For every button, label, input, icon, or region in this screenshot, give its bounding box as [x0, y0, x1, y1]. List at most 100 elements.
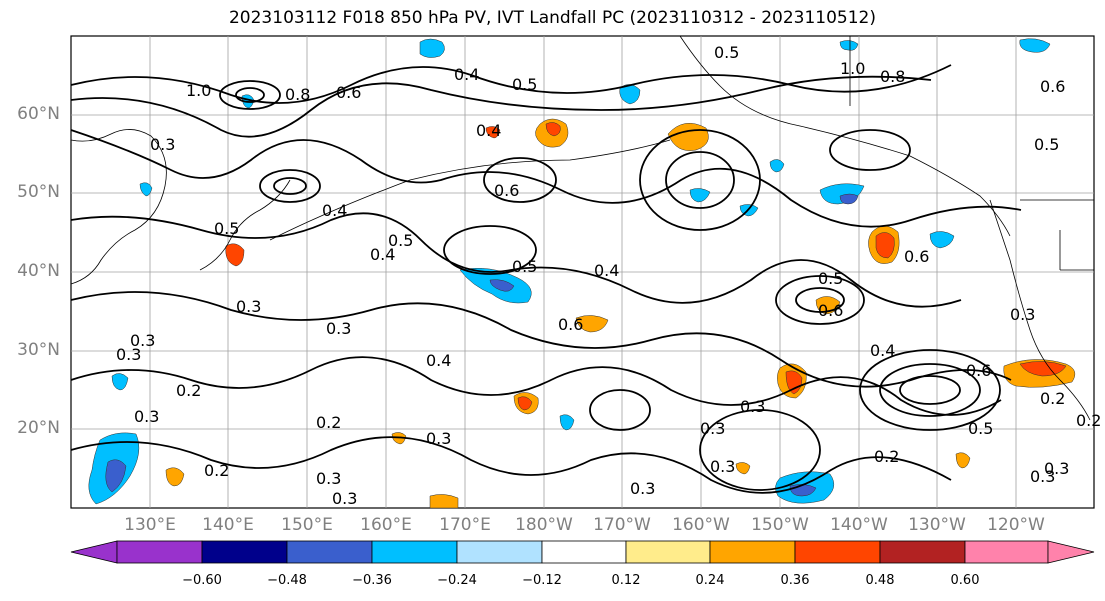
contour-line: [70, 212, 962, 308]
pv-blob: [785, 370, 803, 395]
colorbar-tick: 0.60: [950, 573, 980, 588]
lon-label: 160°W: [672, 515, 730, 535]
contour-label: 0.4: [594, 261, 619, 280]
pv-blob: [575, 315, 609, 333]
alaska-coast: [679, 35, 1011, 237]
contour-label: 0.4: [370, 245, 395, 264]
colorbar-segment: [201, 540, 288, 564]
aleutians: [269, 139, 671, 241]
contour-label: 0.5: [388, 231, 413, 250]
colorbar-segment: [456, 540, 543, 564]
colorbar-segment: [371, 540, 458, 564]
state-borders: [849, 36, 1094, 271]
pv-blob: [839, 40, 859, 51]
pv-blob: [839, 193, 859, 205]
colorbar-segment: [794, 540, 881, 564]
contour-label: 0.3: [332, 489, 357, 508]
colorbar-segment: [709, 540, 796, 564]
contour-label: 0.3: [710, 457, 735, 476]
contour-loop: [589, 389, 651, 431]
contour-label: 0.2: [874, 447, 899, 466]
contour-label: 0.8: [285, 85, 310, 104]
japan-coast: [199, 179, 291, 271]
contour-label: 0.6: [336, 83, 361, 102]
contour-label: 0.2: [1076, 411, 1101, 430]
contour-label: 0.8: [880, 67, 905, 86]
lon-label: 150°W: [751, 515, 809, 535]
contour-label: 0.3: [150, 135, 175, 154]
pv-blob: [429, 494, 459, 509]
pv-blob: [545, 122, 561, 137]
colorbar-tick: 0.48: [865, 573, 895, 588]
pv-blob: [875, 232, 895, 259]
pv-blob: [735, 462, 751, 475]
lon-label: 130°W: [908, 515, 966, 535]
contour-loop: [235, 87, 265, 103]
lon-label: 130°E: [124, 515, 176, 535]
pv-contours: [70, 64, 1022, 494]
pv-blob: [517, 396, 533, 411]
colorbar-extend-min: [70, 540, 118, 564]
lon-label: 170°W: [593, 515, 651, 535]
contour-loop: [273, 177, 307, 195]
colorbar-tick: −0.60: [182, 573, 222, 588]
lon-label: 120°W: [987, 515, 1045, 535]
contour-line: [70, 75, 932, 138]
colorbar-extend-max: [1047, 540, 1095, 564]
pv-blob: [769, 159, 785, 173]
contour-loop: [879, 363, 981, 417]
colorbar-segment: [116, 540, 203, 564]
contour-label: 0.5: [512, 75, 537, 94]
pv-blob: [559, 414, 575, 431]
contour-label: 0.3: [1010, 305, 1035, 324]
pv-blob: [929, 231, 955, 249]
colorbar-tick: 0.12: [611, 573, 641, 588]
contour-label: 0.3: [130, 331, 155, 350]
contour-label: 0.4: [322, 201, 347, 220]
contour-label: 0.3: [326, 319, 351, 338]
contour-line: [70, 129, 1022, 228]
contour-label: 0.2: [204, 461, 229, 480]
contour-label: 1.0: [186, 81, 211, 100]
contour-label: 0.6: [494, 181, 519, 200]
contour-label: 0.4: [870, 341, 895, 360]
lon-label: 180°W: [515, 515, 573, 535]
lon-label: 140°W: [830, 515, 888, 535]
lon-label: 170°E: [439, 515, 491, 535]
lat-label-30n: 30°N: [17, 340, 60, 360]
contour-label: 0.2: [1040, 389, 1065, 408]
colorbar-segment: [625, 540, 711, 564]
lon-label: 160°E: [360, 515, 412, 535]
contour-loop: [699, 409, 821, 491]
contour-label: 0.5: [512, 257, 537, 276]
colorbar-tick: 0.36: [780, 573, 810, 588]
pv-shading: [88, 38, 1076, 509]
contour-label: 0.4: [426, 351, 451, 370]
pv-blob: [139, 182, 153, 197]
contour-label: 0.5: [214, 219, 239, 238]
contour-loop: [259, 169, 321, 203]
contour-label: 0.4: [454, 65, 479, 84]
pv-blob: [225, 243, 245, 267]
contour-label: 0.3: [1030, 467, 1055, 486]
colorbar-segment: [286, 540, 373, 564]
pv-blob: [489, 279, 515, 292]
contour-loop: [829, 129, 911, 171]
colorbar-tick: −0.12: [522, 573, 562, 588]
contour-label: 0.2: [176, 381, 201, 400]
contour-label: 0.3: [740, 397, 765, 416]
contour-label: 0.6: [818, 301, 843, 320]
pv-blob: [955, 452, 971, 469]
na-west-coast: [989, 199, 1091, 421]
colorbar-segment: [964, 540, 1049, 564]
contour-loop: [795, 287, 845, 313]
contour-label: 0.6: [1040, 77, 1065, 96]
contour-label: 1.0: [840, 59, 865, 78]
lat-label-60n: 60°N: [17, 104, 60, 124]
pv-blob: [485, 126, 501, 139]
pv-blob: [105, 459, 127, 493]
contour-line: [70, 436, 952, 494]
colorbar: [70, 540, 1095, 564]
map-title: 2023103112 F018 850 hPa PV, IVT Landfall…: [228, 8, 876, 28]
colorbar-segment: [541, 540, 627, 564]
